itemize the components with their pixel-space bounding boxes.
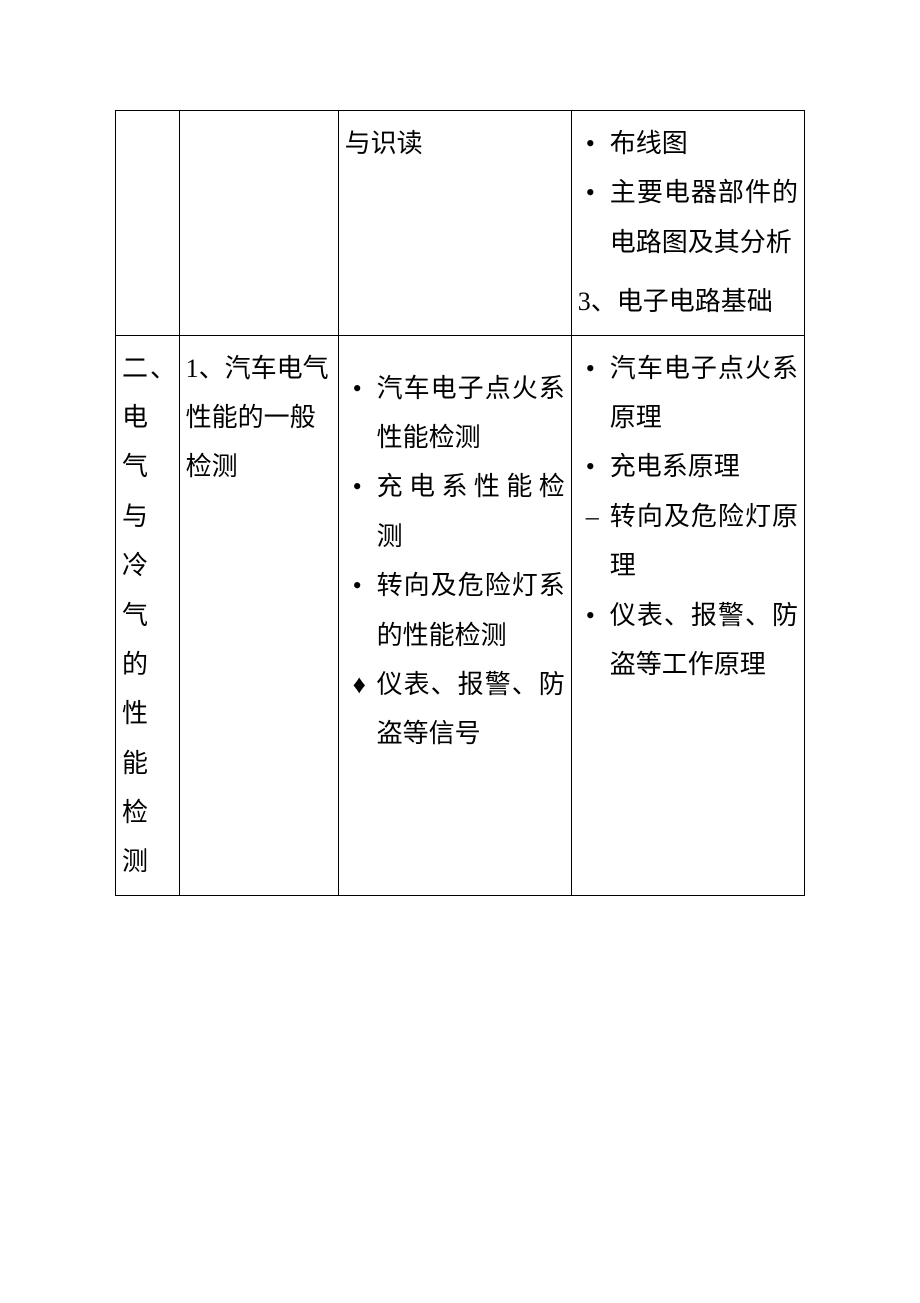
list-item: 充电系原理 bbox=[602, 442, 798, 491]
list-item: 仪表、报警、防盗等信号 bbox=[369, 660, 565, 759]
bullet-list: 布线图 主要电器部件的电路图及其分析 bbox=[578, 119, 798, 267]
content-table: 与识读 布线图 主要电器部件的电路图及其分析 3、电子电路基础 二、电气与冷气的… bbox=[115, 110, 805, 896]
cell-row2-col1: 二、电气与冷气的性能检测 bbox=[116, 335, 180, 895]
table-row: 二、电气与冷气的性能检测 1、汽车电气性能的一般检测 汽车电子点火系性能检测 充… bbox=[116, 335, 805, 895]
list-item: 主要电器部件的电路图及其分析 bbox=[602, 168, 798, 267]
cell-row1-col3: 与识读 bbox=[338, 111, 571, 336]
list-item: 转向及危险灯原理 bbox=[602, 492, 798, 591]
cell-row2-col2: 1、汽车电气性能的一般检测 bbox=[179, 335, 338, 895]
cell-row1-col2 bbox=[179, 111, 338, 336]
cell-row1-col1 bbox=[116, 111, 180, 336]
list-item: 转向及危险灯系的性能检测 bbox=[369, 561, 565, 660]
list-item: 仪表、报警、防盗等工作原理 bbox=[602, 591, 798, 690]
cell-row2-col3: 汽车电子点火系性能检测 充电系性能检 测 转向及危险灯系的性能检测 仪表、报警、… bbox=[338, 335, 571, 895]
bullet-list: 汽车电子点火系性能检测 充电系性能检 测 转向及危险灯系的性能检测 仪表、报警、… bbox=[345, 364, 565, 759]
list-item: 充电系性能检 测 bbox=[369, 462, 565, 561]
list-item: 汽车电子点火系原理 bbox=[602, 344, 798, 443]
section-heading: 3、电子电路基础 bbox=[578, 277, 798, 326]
bullet-list: 汽车电子点火系原理 充电系原理 转向及危险灯原理 仪表、报警、防盗等工作原理 bbox=[578, 344, 798, 690]
list-item: 布线图 bbox=[602, 119, 798, 168]
cell-row1-col4: 布线图 主要电器部件的电路图及其分析 3、电子电路基础 bbox=[571, 111, 804, 336]
row-heading: 二、电气与冷气的性能检测 bbox=[122, 344, 153, 887]
cell-row2-col4: 汽车电子点火系原理 充电系原理 转向及危险灯原理 仪表、报警、防盗等工作原理 bbox=[571, 335, 804, 895]
list-item: 汽车电子点火系性能检测 bbox=[369, 364, 565, 463]
table-row: 与识读 布线图 主要电器部件的电路图及其分析 3、电子电路基础 bbox=[116, 111, 805, 336]
